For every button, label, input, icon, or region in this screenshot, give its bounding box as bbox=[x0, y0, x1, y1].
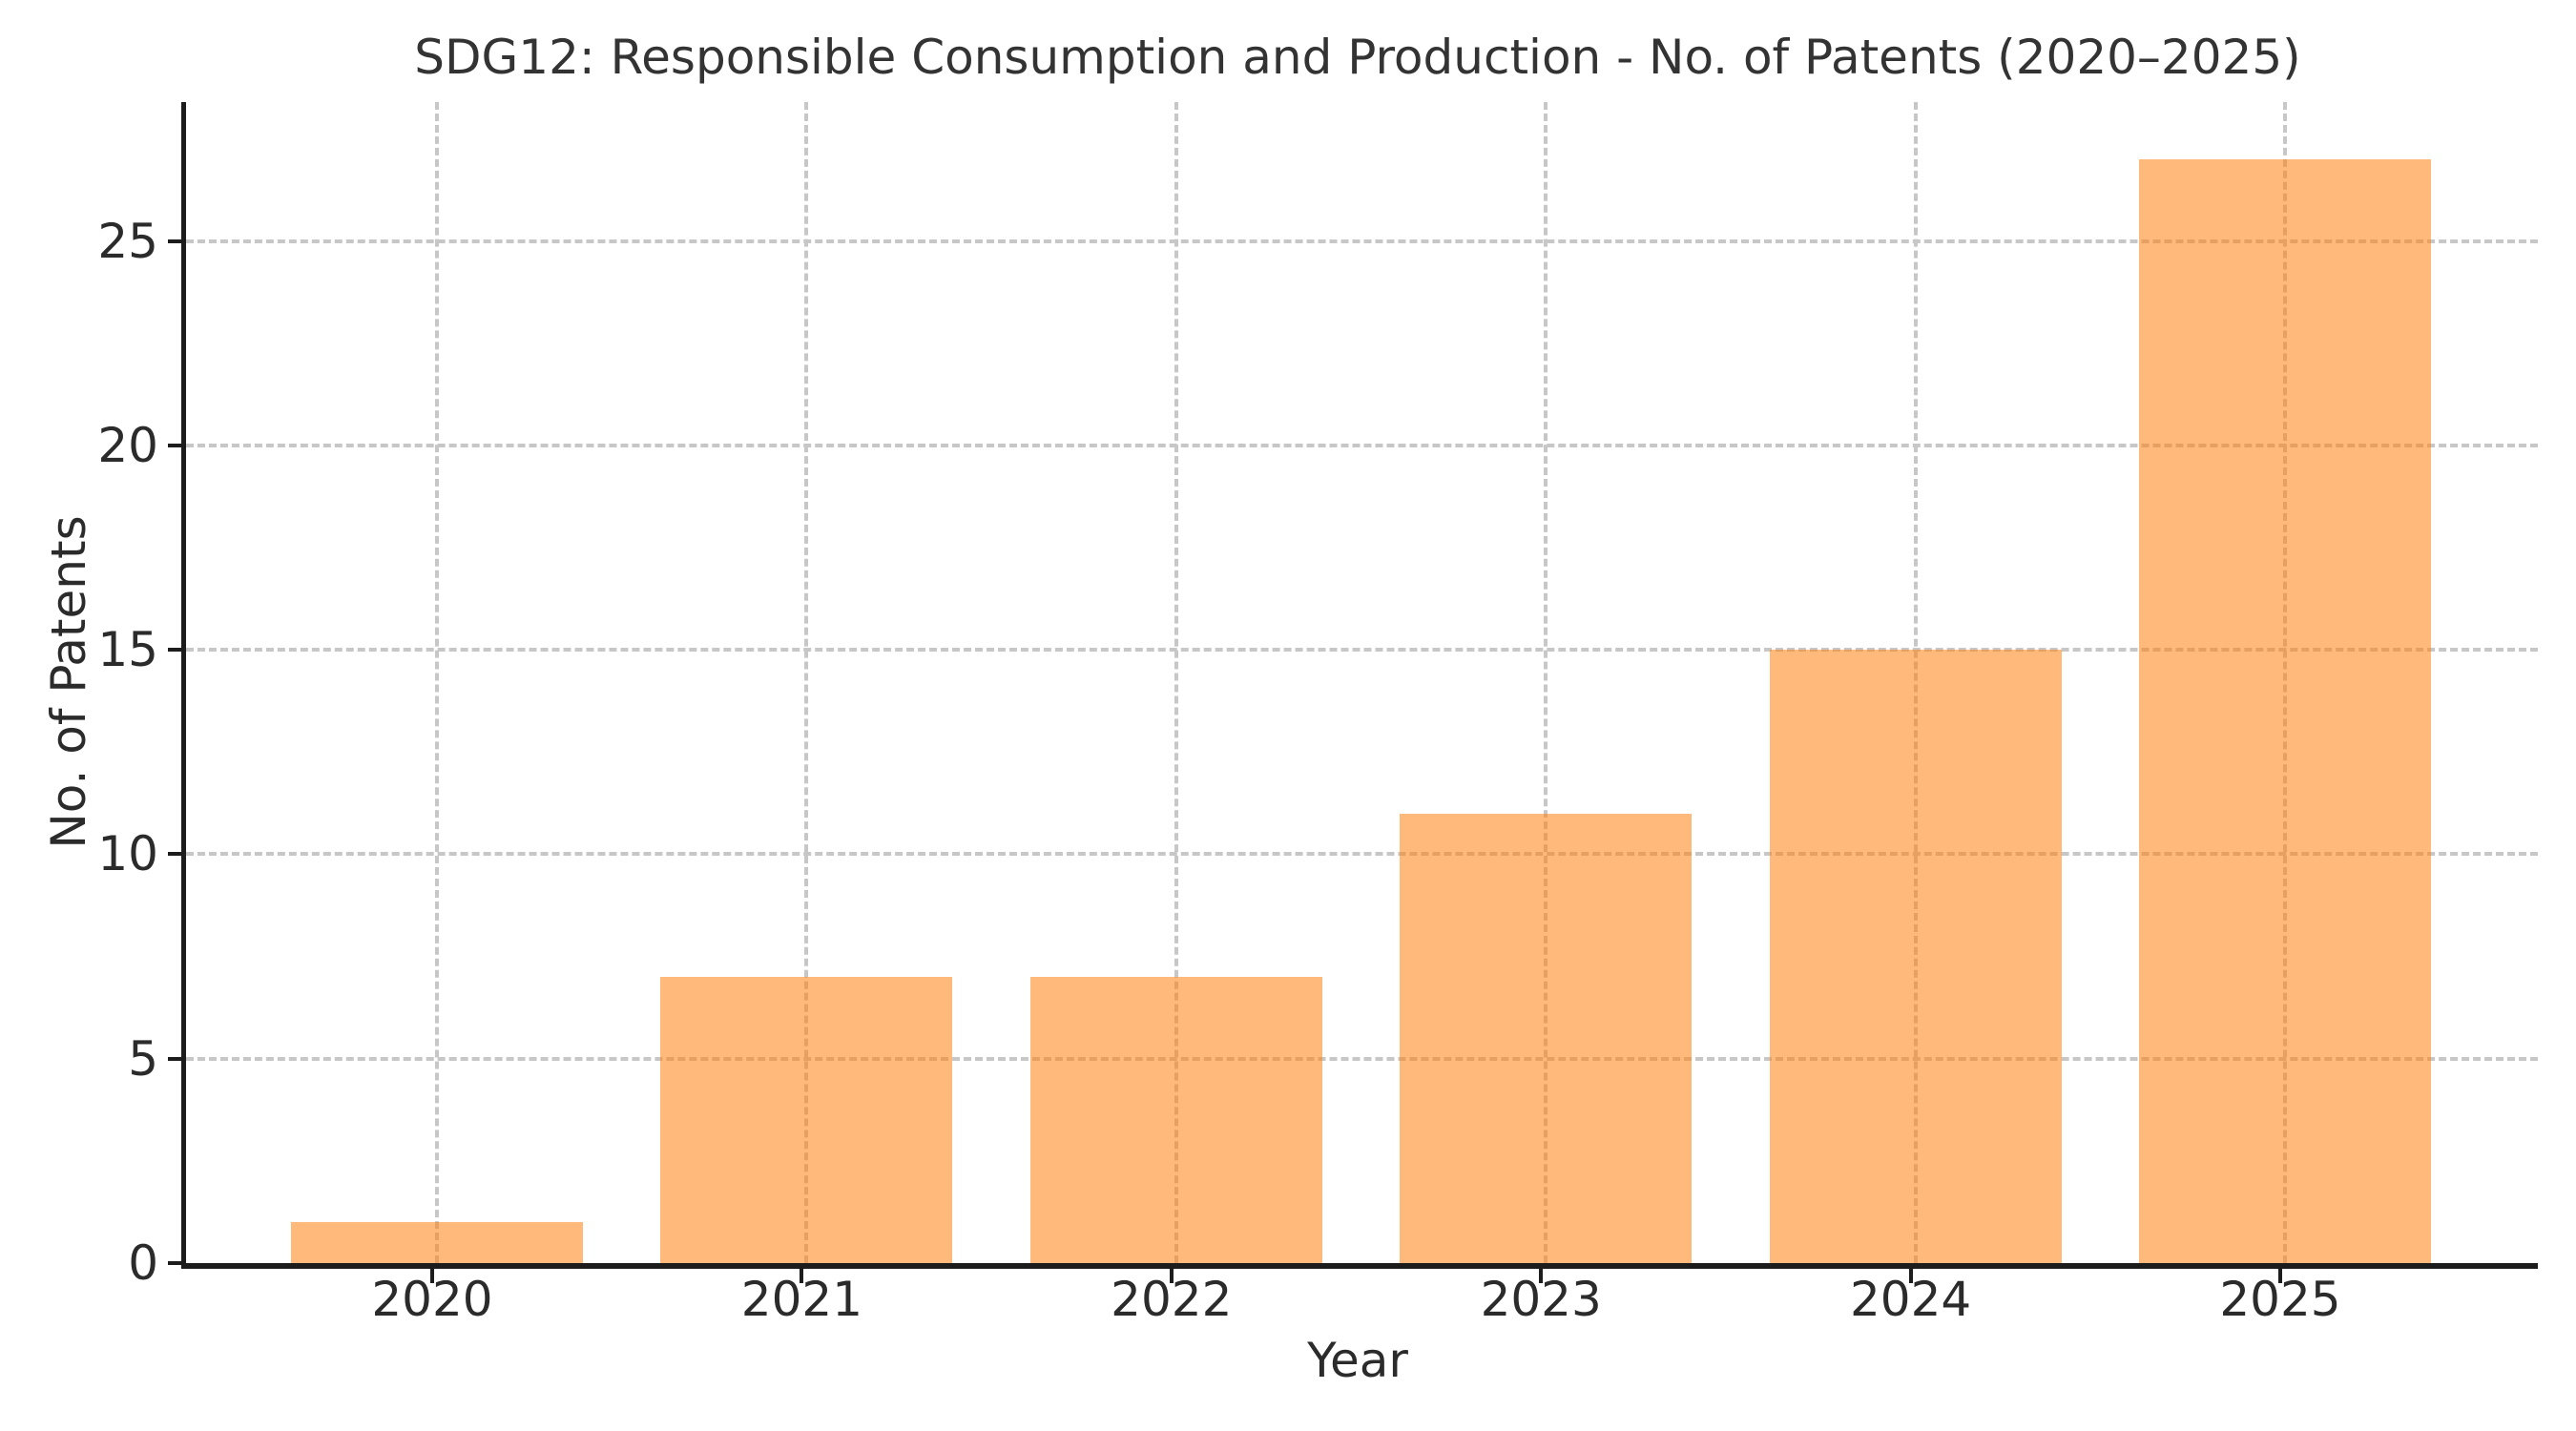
y-tick-15 bbox=[168, 648, 182, 653]
y-tick-label-20: 20 bbox=[97, 417, 158, 473]
chart-title: SDG12: Responsible Consumption and Produ… bbox=[414, 30, 2301, 85]
y-tick-20 bbox=[168, 443, 182, 447]
x-tick-label-2024: 2024 bbox=[1849, 1272, 1972, 1327]
x-tick-2021 bbox=[800, 1269, 804, 1283]
x-tick-label-2021: 2021 bbox=[740, 1272, 863, 1327]
x-tick-label-2020: 2020 bbox=[371, 1272, 493, 1327]
y-tick-label-0: 0 bbox=[128, 1235, 158, 1291]
gridline-y-10 bbox=[186, 852, 2538, 857]
y-tick-10 bbox=[168, 852, 182, 857]
gridline-x-2021 bbox=[804, 102, 809, 1263]
gridline-y-15 bbox=[186, 648, 2538, 653]
x-tick-2022 bbox=[1169, 1269, 1174, 1283]
bar-2020 bbox=[291, 1222, 583, 1263]
x-tick-2020 bbox=[430, 1269, 434, 1283]
y-tick-25 bbox=[168, 238, 182, 243]
x-tick-label-2022: 2022 bbox=[1111, 1272, 1233, 1327]
x-tick-2024 bbox=[1908, 1269, 1913, 1283]
bar-2025 bbox=[2139, 159, 2431, 1263]
y-tick-5 bbox=[168, 1056, 182, 1061]
bar-2024 bbox=[1769, 650, 2062, 1263]
y-tick-label-25: 25 bbox=[97, 213, 158, 269]
gridline-y-20 bbox=[186, 443, 2538, 447]
plot-area bbox=[181, 102, 2538, 1269]
y-tick-label-5: 5 bbox=[128, 1030, 158, 1087]
bar-2022 bbox=[1029, 977, 1322, 1263]
y-tick-label-15: 15 bbox=[97, 622, 158, 678]
y-tick-0 bbox=[168, 1261, 182, 1265]
gridline-x-2023 bbox=[1544, 102, 1548, 1263]
x-tick-2025 bbox=[2278, 1269, 2282, 1283]
x-tick-label-2023: 2023 bbox=[1480, 1272, 1602, 1327]
y-tick-label-10: 10 bbox=[97, 826, 158, 882]
gridline-x-2020 bbox=[435, 102, 439, 1263]
bar-2021 bbox=[660, 977, 953, 1263]
gridline-y-25 bbox=[186, 238, 2538, 243]
y-axis-label: No. of Patents bbox=[41, 515, 96, 849]
gridline-x-2022 bbox=[1174, 102, 1178, 1263]
x-tick-label-2025: 2025 bbox=[2219, 1272, 2341, 1327]
gridline-y-5 bbox=[186, 1056, 2538, 1061]
x-axis-label: Year bbox=[1307, 1333, 1408, 1388]
bar-2023 bbox=[1400, 813, 1693, 1263]
x-tick-2023 bbox=[1539, 1269, 1544, 1283]
